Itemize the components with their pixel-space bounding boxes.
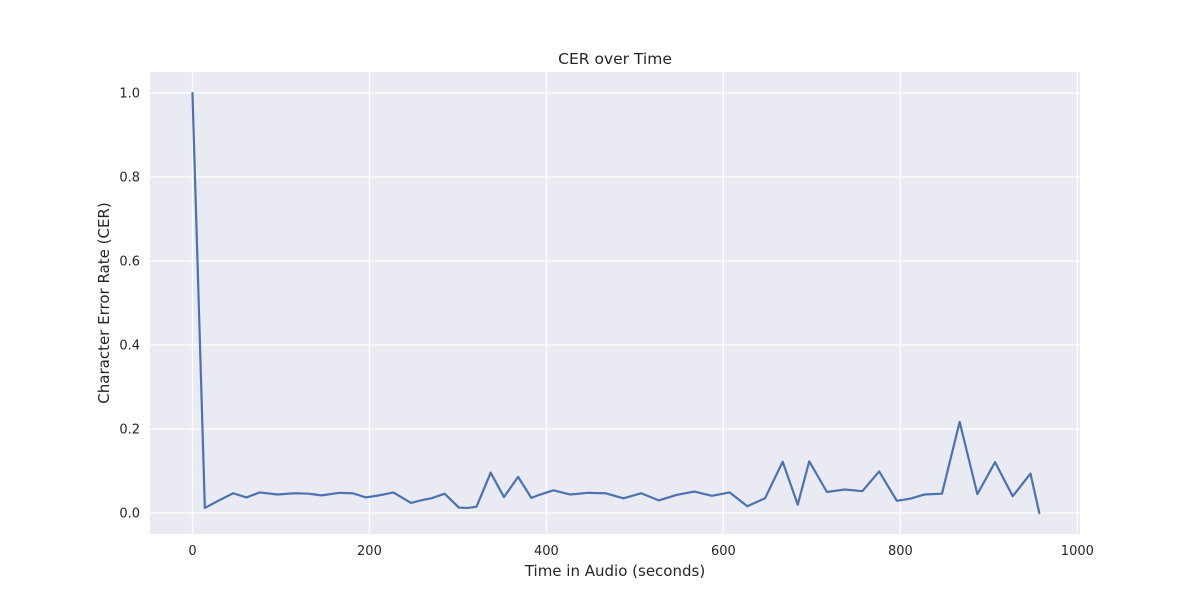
series-layer xyxy=(191,91,1041,515)
y-tick-label: 0.4 xyxy=(119,339,140,354)
y-axis-label: Character Error Rate (CER) xyxy=(95,202,113,403)
y-tick-label: 0.2 xyxy=(119,423,140,438)
x-axis-label: Time in Audio (seconds) xyxy=(524,562,705,580)
y-tick-label: 0.0 xyxy=(119,507,140,522)
x-tick-label: 600 xyxy=(711,544,736,559)
x-tick-label: 1000 xyxy=(1061,544,1094,559)
x-tick-label: 800 xyxy=(888,544,913,559)
gridlines xyxy=(150,72,1080,534)
cer-series-line xyxy=(191,91,1041,515)
x-tick-label: 400 xyxy=(534,544,559,559)
tick-labels: 0 200 400 600 800 1000 0.0 0.2 0.4 0.6 0.8 1.0 xyxy=(119,87,1094,560)
y-tick-label: 0.6 xyxy=(119,255,140,270)
y-tick-label: 0.8 xyxy=(119,171,140,186)
x-tick-label: 200 xyxy=(357,544,382,559)
chart-title: CER over Time xyxy=(558,50,672,68)
plot-area xyxy=(150,72,1080,534)
x-tick-label: 0 xyxy=(188,544,196,559)
y-tick-label: 1.0 xyxy=(119,87,140,102)
